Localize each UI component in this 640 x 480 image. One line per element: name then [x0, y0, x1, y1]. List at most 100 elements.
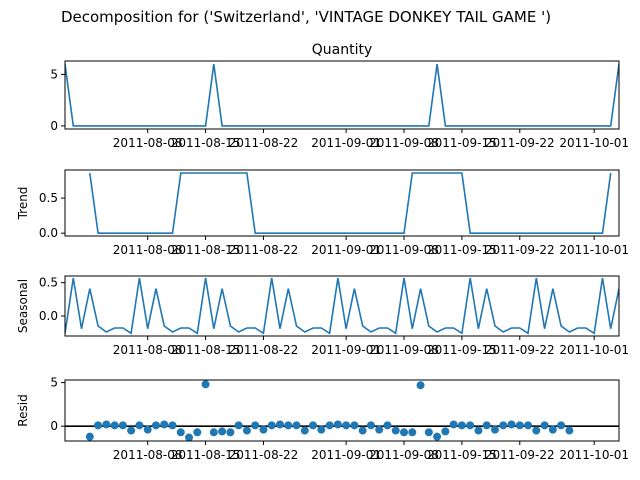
y-tick-label: 0	[50, 419, 58, 433]
resid-point	[490, 425, 499, 434]
x-tick-label: 2011-09-15	[427, 343, 497, 357]
y-tick-label: 5	[50, 376, 58, 390]
resid-point	[433, 432, 442, 441]
x-tick-label: 2011-09-22	[485, 343, 555, 357]
x-tick-label: 2011-10-01	[559, 136, 629, 150]
resid-point	[102, 420, 111, 429]
resid-point	[300, 426, 309, 435]
x-tick-label: 2011-10-01	[559, 343, 629, 357]
resid-point	[333, 420, 342, 429]
x-tick-label: 2011-09-08	[369, 243, 439, 257]
y-tick-label: 0	[50, 119, 58, 133]
figure-suptitle: Decomposition for ('Switzerland', 'VINTA…	[61, 8, 551, 26]
resid-point	[160, 420, 169, 429]
x-tick-label: 2011-09-22	[485, 136, 555, 150]
plot-area	[65, 63, 619, 127]
resid-point	[242, 426, 251, 435]
resid-point	[143, 425, 152, 434]
resid-point	[284, 421, 293, 430]
resid-point	[94, 421, 103, 430]
series-line-0	[65, 277, 619, 335]
resid-point	[515, 421, 524, 430]
resid-point	[317, 425, 326, 434]
plot-area	[89, 172, 612, 234]
x-tick-label: 2011-09-01	[311, 243, 381, 257]
resid-point	[416, 381, 425, 390]
x-tick-label: 2011-08-08	[113, 243, 183, 257]
x-tick-label: 2011-08-08	[113, 343, 183, 357]
resid-point	[118, 421, 127, 430]
resid-point	[400, 428, 409, 437]
x-tick-label: 2011-09-08	[369, 343, 439, 357]
resid-point	[168, 421, 177, 430]
resid-point	[358, 426, 367, 435]
resid-point	[151, 421, 160, 430]
x-tick-label: 2011-09-15	[427, 448, 497, 462]
resid-point	[557, 421, 566, 430]
axes-frame	[64, 275, 620, 337]
x-tick-label: 2011-08-15	[171, 243, 241, 257]
y-tick-label: 5	[50, 67, 58, 81]
x-tick-label: 2011-09-01	[311, 448, 381, 462]
resid-point	[391, 426, 400, 435]
x-tick-label: 2011-09-08	[369, 136, 439, 150]
x-tick-label: 2011-08-22	[229, 136, 299, 150]
x-tick-label: 2011-08-15	[171, 136, 241, 150]
resid-point	[85, 432, 94, 441]
y-axis-label: Trend	[16, 187, 30, 221]
y-tick-label: 0.5	[39, 276, 58, 290]
resid-point	[499, 421, 508, 430]
resid-point	[309, 421, 318, 430]
resid-point	[474, 426, 483, 435]
x-tick-label: 2011-09-15	[427, 136, 497, 150]
resid-point	[424, 428, 433, 437]
resid-point	[524, 421, 533, 430]
resid-point	[275, 420, 284, 429]
resid-point	[383, 421, 392, 430]
x-tick-label: 2011-08-22	[229, 243, 299, 257]
resid-point	[135, 421, 144, 430]
axes-frame	[64, 379, 620, 442]
resid-point	[540, 421, 549, 430]
resid-point	[457, 421, 466, 430]
x-tick-label: 2011-10-01	[559, 243, 629, 257]
resid-point	[193, 428, 202, 437]
resid-point	[201, 380, 210, 389]
y-tick-label: 0.0	[39, 309, 58, 323]
resid-point	[259, 425, 268, 434]
y-tick-label: 0.5	[39, 191, 58, 205]
x-tick-label: 2011-10-01	[559, 448, 629, 462]
resid-point	[218, 427, 227, 436]
resid-point	[375, 425, 384, 434]
resid-point	[449, 420, 458, 429]
resid-point	[366, 421, 375, 430]
x-tick-label: 2011-08-22	[229, 343, 299, 357]
x-tick-label: 2011-08-15	[171, 448, 241, 462]
resid-point	[565, 426, 574, 435]
x-tick-label: 2011-09-22	[485, 243, 555, 257]
resid-point	[548, 425, 557, 434]
axes-frame	[64, 169, 620, 237]
resid-point	[176, 428, 185, 437]
series-line-0	[65, 63, 619, 127]
resid-point	[441, 427, 450, 436]
x-tick-label: 2011-08-22	[229, 448, 299, 462]
resid-point	[209, 428, 218, 437]
y-tick-label: 0.0	[39, 226, 58, 240]
resid-point	[342, 421, 351, 430]
y-axis-label: Resid	[16, 394, 30, 426]
resid-point	[234, 421, 243, 430]
axes-frame	[64, 60, 620, 130]
x-tick-label: 2011-09-08	[369, 448, 439, 462]
x-tick-label: 2011-09-01	[311, 136, 381, 150]
panel-title: Quantity	[312, 42, 373, 58]
resid-point	[251, 421, 260, 430]
resid-point	[226, 428, 235, 437]
resid-point	[350, 421, 359, 430]
